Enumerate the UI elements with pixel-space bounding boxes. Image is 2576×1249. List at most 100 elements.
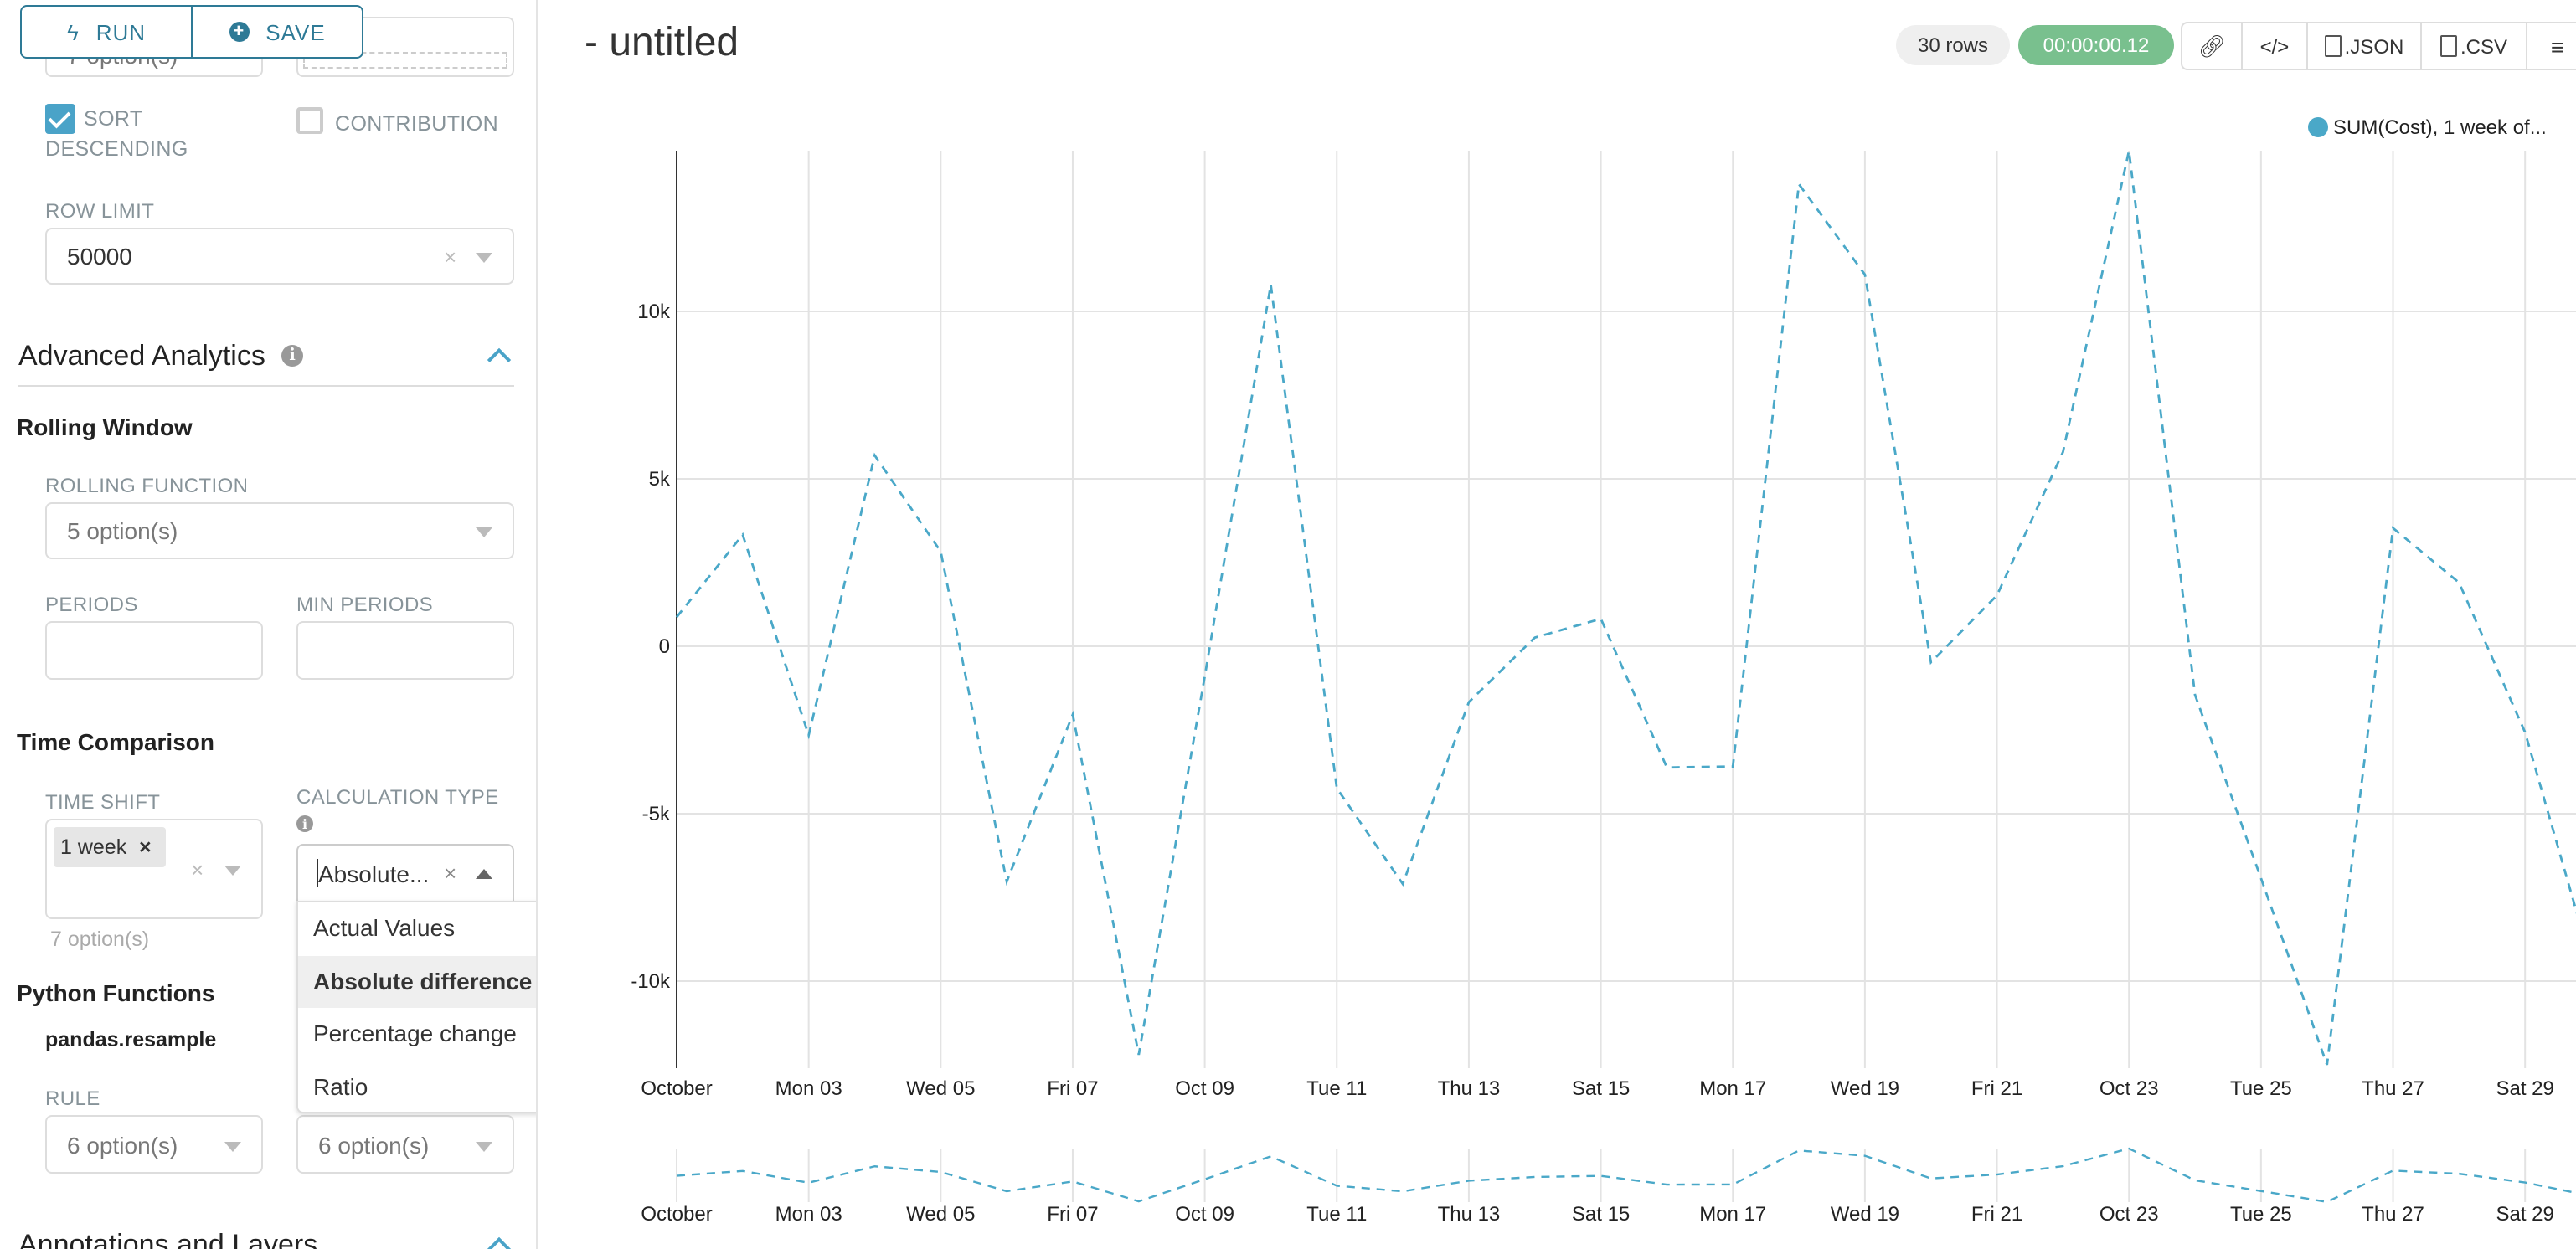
x-tick-label: Mon 03 [775, 1077, 842, 1100]
series-line [675, 150, 2576, 1066]
sort-descending-label-2: DESCENDING [45, 137, 188, 161]
rolling-function-label: ROLLING FUNCTION [45, 474, 249, 497]
caret-down-icon [476, 1142, 492, 1152]
data-point [1003, 878, 1010, 885]
rolling-function-select[interactable]: 5 option(s) [45, 502, 514, 559]
info-icon: i [281, 345, 303, 367]
control-panel: ϟ RUN + SAVE 7 option(s) SORT DESCENDING C… [0, 0, 538, 1249]
data-point [2522, 729, 2528, 736]
data-point [1598, 615, 1605, 622]
json-label: .JSON [2344, 34, 2404, 58]
tag-remove-icon[interactable]: × [139, 835, 152, 859]
x-tick-label: Oct 09 [1175, 1077, 1234, 1100]
brush-x-tick-label: Tue 11 [1306, 1203, 1367, 1226]
contribution-checkbox[interactable] [296, 107, 323, 134]
csv-label: .CSV [2460, 34, 2507, 58]
min-periods-input[interactable] [296, 621, 514, 680]
clear-icon[interactable]: × [444, 244, 457, 270]
query-timer-badge: 00:00:00.12 [2018, 25, 2174, 65]
periods-input[interactable] [45, 621, 263, 680]
legend-dot-icon [2308, 117, 2328, 137]
contribution-label: CONTRIBUTION [335, 112, 499, 136]
brush-x-tick-label: Sat 15 [1572, 1203, 1630, 1226]
option-actual-values[interactable]: Actual Values [313, 914, 456, 941]
row-limit-label: ROW LIMIT [45, 199, 155, 223]
brush-x-tick-label: October [641, 1203, 712, 1226]
row-limit-select[interactable]: 50000 × [45, 228, 514, 285]
copy-link-button[interactable]: 🔗︎ [2182, 23, 2243, 69]
save-button[interactable]: + SAVE [193, 7, 362, 57]
brush-x-tick-label: Sat 29 [2496, 1203, 2553, 1226]
data-point [1994, 592, 2001, 599]
bolt-icon: ϟ [66, 19, 80, 44]
chart-title[interactable]: - untitled [585, 20, 739, 65]
option-ratio[interactable]: Ratio [313, 1072, 368, 1099]
option-percentage-change[interactable]: Percentage change [313, 1020, 517, 1046]
data-point [1928, 659, 1935, 666]
brush-x-tick-label: Wed 05 [906, 1203, 975, 1226]
x-tick-label: Fri 07 [1047, 1077, 1098, 1100]
data-point [1267, 281, 1274, 288]
more-menu-button[interactable]: ≡ [2527, 23, 2576, 69]
plus-circle-icon: + [229, 22, 250, 42]
caret-down-icon [224, 866, 241, 876]
time-shift-label: TIME SHIFT [45, 790, 161, 814]
data-point [1202, 673, 1208, 680]
sort-descending-label: SORT [84, 107, 143, 131]
data-point [673, 614, 680, 620]
caret-down-icon [224, 1142, 241, 1152]
data-point [1795, 181, 1802, 188]
data-point [1399, 881, 1406, 887]
run-button[interactable]: ϟ RUN [22, 7, 193, 57]
min-periods-label: MIN PERIODS [296, 593, 434, 616]
brush-x-tick-label: Mon 17 [1699, 1203, 1766, 1226]
export-csv-button[interactable]: .CSV [2422, 23, 2527, 69]
brush-x-tick-label: Fri 07 [1047, 1203, 1098, 1226]
export-json-button[interactable]: .JSON [2308, 23, 2422, 69]
y-tick-label: 10k [637, 301, 671, 323]
x-tick-label: Wed 05 [906, 1077, 975, 1100]
option-absolute-difference[interactable]: Absolute difference [298, 955, 536, 1008]
row-count-badge: 30 rows [1896, 25, 2010, 65]
x-tick-label: Fri 21 [1971, 1077, 2022, 1100]
brush-x-tick-label: Oct 23 [2099, 1203, 2159, 1226]
code-icon: </> [2259, 34, 2290, 58]
brush-x-tick-label: Thu 27 [2362, 1203, 2424, 1226]
annotations-title[interactable]: Annotations and Layers [18, 1229, 318, 1249]
sort-descending-checkbox[interactable] [45, 104, 75, 134]
data-point [1532, 635, 1538, 641]
legend-item[interactable]: SUM(Cost), 1 week of... [2308, 116, 2547, 139]
text-cursor [317, 859, 318, 887]
data-point [1466, 699, 1472, 706]
data-point [806, 732, 812, 738]
clear-icon[interactable]: × [444, 861, 457, 886]
caret-up-icon [476, 869, 492, 879]
x-tick-label: Oct 23 [2099, 1077, 2159, 1100]
brush-x-tick-label: Oct 09 [1175, 1203, 1234, 1226]
data-point [2125, 147, 2132, 154]
clear-icon[interactable]: × [191, 857, 204, 882]
tag-label: 1 week [60, 835, 127, 859]
embed-code-button[interactable]: </> [2243, 23, 2308, 69]
rule-select[interactable]: 6 option(s) [45, 1115, 263, 1174]
python-functions-title: Python Functions [17, 979, 215, 1006]
x-tick-label: Mon 17 [1699, 1077, 1766, 1100]
x-tick-label: Sat 29 [2496, 1077, 2553, 1100]
x-tick-label: Thu 27 [2362, 1077, 2424, 1100]
periods-label: PERIODS [45, 593, 138, 616]
rule-label: RULE [45, 1087, 100, 1110]
hamburger-icon: ≡ [2550, 33, 2565, 59]
brush-x-tick-label: Fri 21 [1971, 1203, 2022, 1226]
brush-x-tick-label: Wed 19 [1831, 1203, 1899, 1226]
x-tick-label: Wed 19 [1831, 1077, 1899, 1100]
time-shift-multiselect[interactable]: 1 week × × [45, 819, 263, 919]
data-point [2192, 691, 2198, 698]
row-limit-value: 50000 [67, 243, 132, 270]
rolling-window-title: Rolling Window [17, 414, 193, 440]
time-comparison-title: Time Comparison [17, 728, 214, 755]
data-point [2324, 1061, 2331, 1068]
advanced-analytics-title[interactable]: Advanced Analytics [18, 340, 265, 372]
data-point [2059, 449, 2066, 455]
method-select[interactable]: 6 option(s) [296, 1115, 514, 1174]
rolling-function-placeholder: 5 option(s) [67, 517, 178, 544]
